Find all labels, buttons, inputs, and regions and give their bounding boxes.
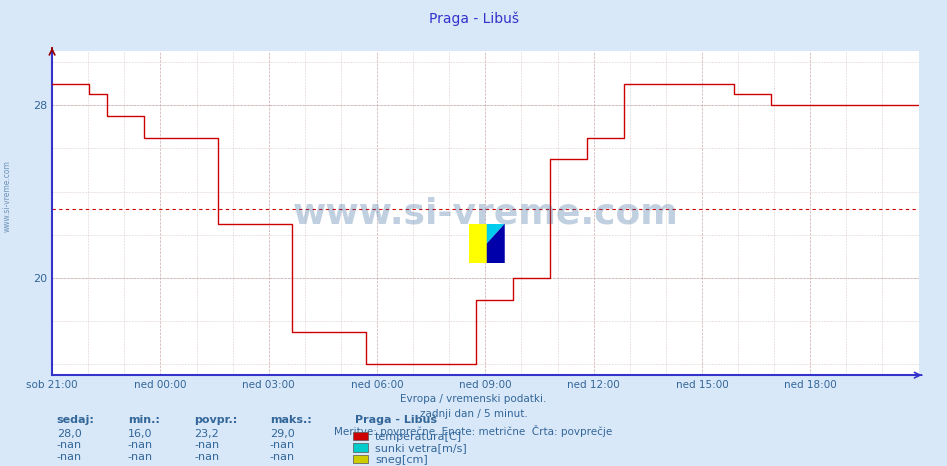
Polygon shape [487, 224, 505, 263]
Text: povpr.:: povpr.: [194, 415, 238, 425]
Text: www.si-vreme.com: www.si-vreme.com [3, 160, 12, 232]
Text: sneg[cm]: sneg[cm] [375, 455, 428, 465]
Text: temperatura[C]: temperatura[C] [375, 432, 462, 442]
Text: Praga - Libuš: Praga - Libuš [428, 12, 519, 26]
Text: -nan: -nan [194, 440, 220, 450]
Text: maks.:: maks.: [270, 415, 312, 425]
Text: -nan: -nan [128, 452, 153, 462]
Text: -nan: -nan [270, 440, 295, 450]
Text: -nan: -nan [57, 452, 82, 462]
Text: Praga - Libuš: Praga - Libuš [355, 414, 438, 425]
Text: -nan: -nan [57, 440, 82, 450]
Text: 16,0: 16,0 [128, 429, 152, 439]
Text: www.si-vreme.com: www.si-vreme.com [293, 196, 678, 230]
Text: 23,2: 23,2 [194, 429, 219, 439]
Text: -nan: -nan [270, 452, 295, 462]
Text: min.:: min.: [128, 415, 160, 425]
Text: 29,0: 29,0 [270, 429, 295, 439]
Polygon shape [487, 224, 505, 243]
Text: -nan: -nan [128, 440, 153, 450]
Text: 28,0: 28,0 [57, 429, 81, 439]
Text: sedaj:: sedaj: [57, 415, 95, 425]
Text: sunki vetra[m/s]: sunki vetra[m/s] [375, 443, 467, 453]
Polygon shape [469, 224, 487, 263]
Text: -nan: -nan [194, 452, 220, 462]
Text: Evropa / vremenski podatki.
zadnji dan / 5 minut.
Meritve: povprečne  Enote: met: Evropa / vremenski podatki. zadnji dan /… [334, 394, 613, 437]
